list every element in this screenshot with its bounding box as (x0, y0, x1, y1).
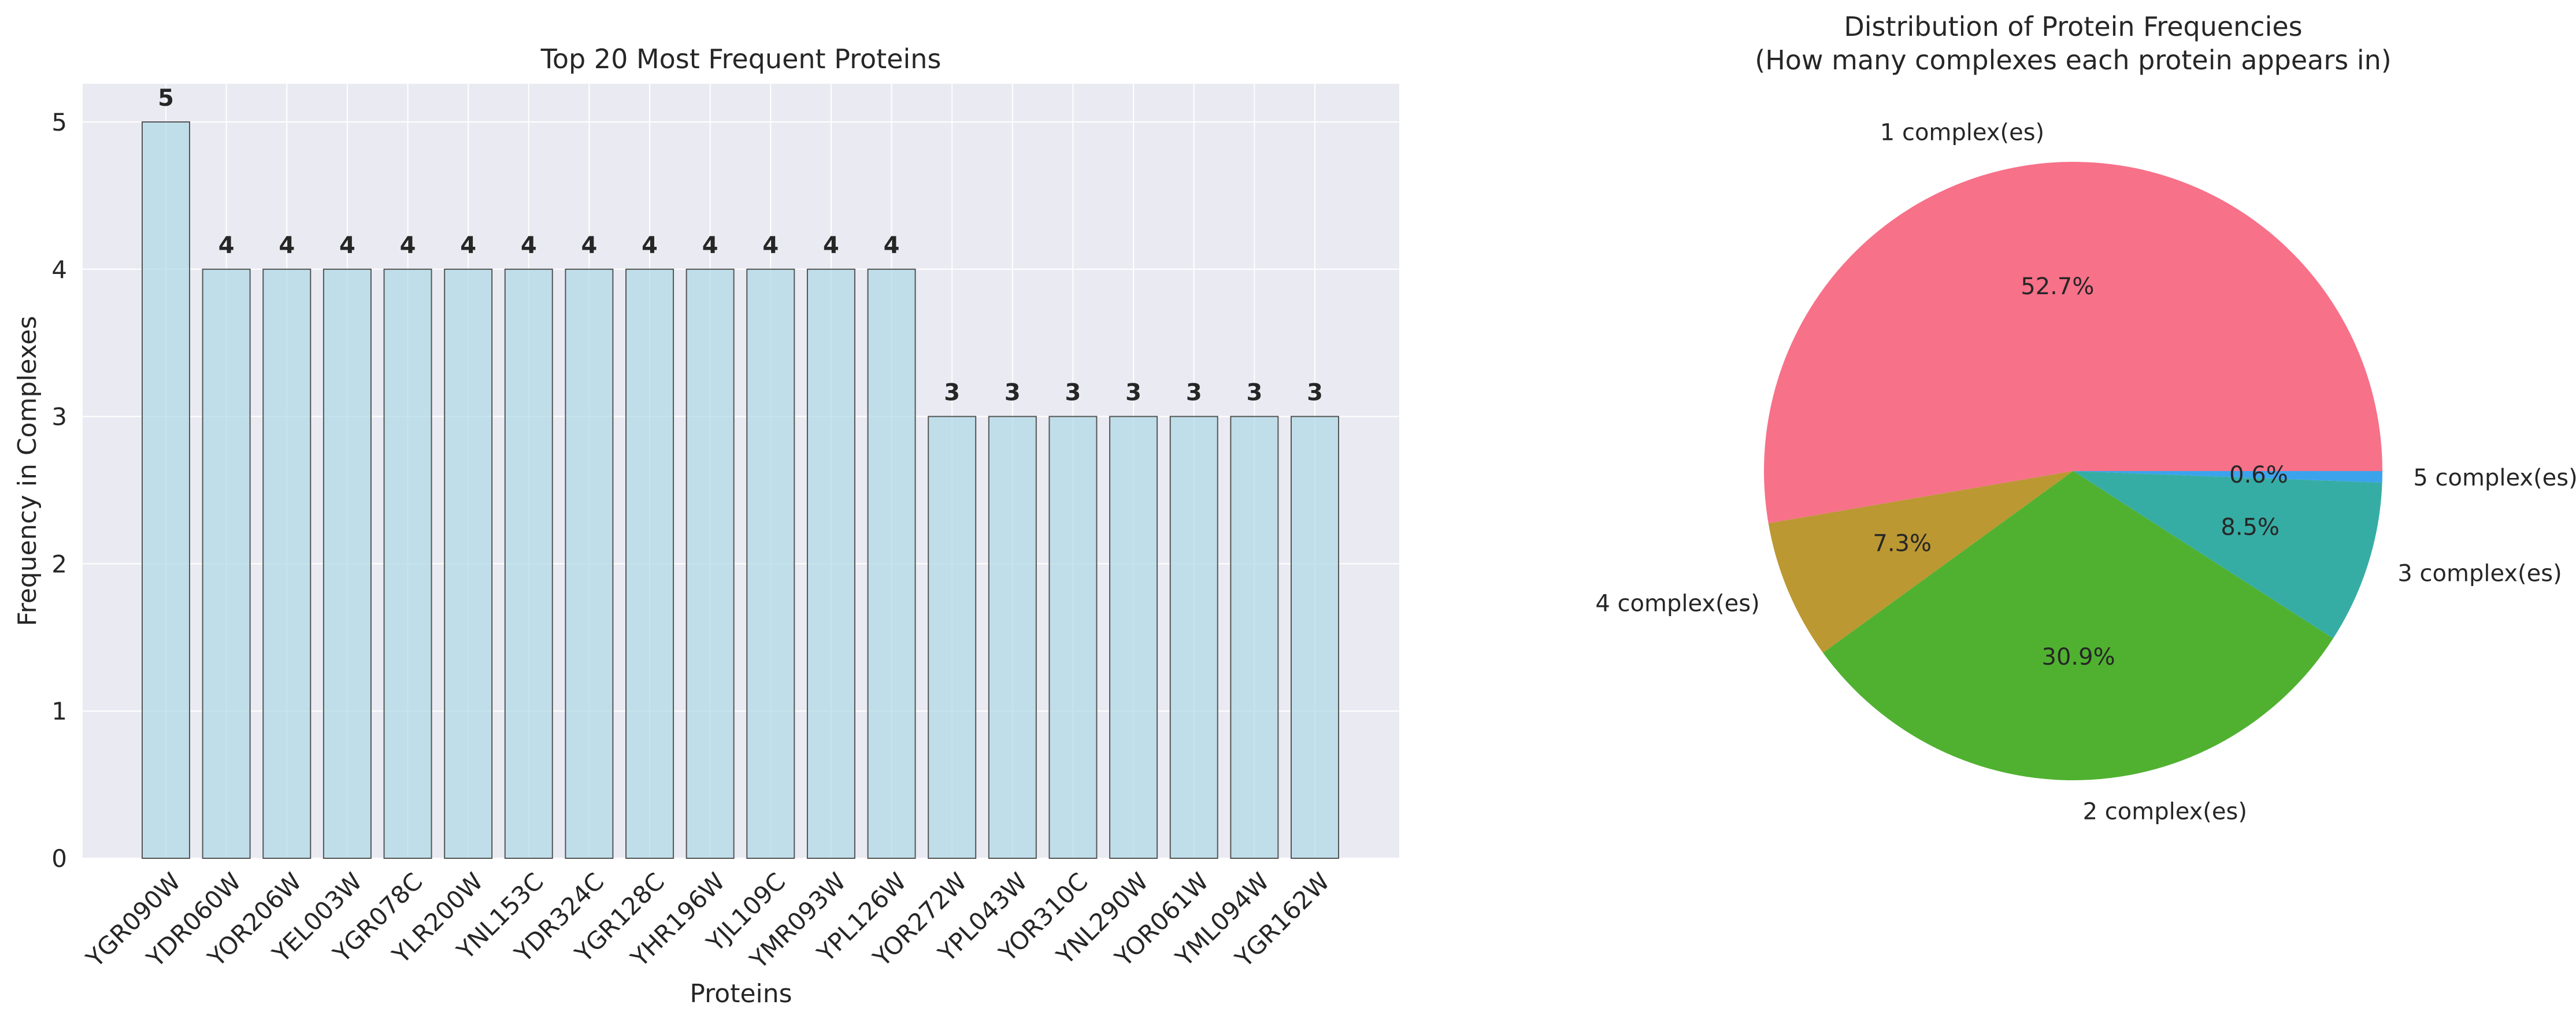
bar (746, 268, 795, 859)
y-tick-label: 2 (51, 550, 67, 578)
bar-value-label: 4 (339, 232, 355, 259)
bar-value-label: 4 (521, 232, 537, 259)
bar-value-label: 4 (279, 232, 295, 259)
bar (928, 416, 977, 859)
bar (988, 416, 1037, 859)
bar (867, 268, 916, 859)
pie-percent-label: 0.6% (2229, 462, 2288, 488)
bar (685, 268, 735, 859)
bar-value-label: 3 (1125, 380, 1141, 406)
bar-value-label: 3 (1307, 380, 1323, 406)
pie-percent-label: 30.9% (2042, 644, 2115, 670)
pie-labels: 52.7% 1 complex(es) 7.3% 4 complex(es) 30.9%… (1595, 120, 2576, 825)
pie-chart-subtitle: (How many complexes each protein appears… (1755, 45, 2391, 76)
bar (323, 268, 372, 859)
bar-x-ticks: YGR090WYDR060WYOR206WYEL003WYGR078CYLR20… (80, 867, 1335, 974)
bar (806, 268, 855, 859)
y-tick-label: 5 (51, 108, 67, 136)
bar-value-label: 3 (1246, 380, 1262, 406)
bar-value-label: 4 (642, 232, 658, 259)
bar (202, 268, 251, 859)
pie-slice (1768, 471, 2073, 653)
bar-value-label: 4 (460, 232, 476, 259)
bar-value-label: 4 (218, 232, 235, 259)
bar (1109, 416, 1158, 859)
bar (1048, 416, 1098, 859)
pie-slice (2073, 471, 2382, 639)
bar (1230, 416, 1279, 859)
bar (383, 268, 432, 859)
bar-value-label: 3 (1005, 380, 1021, 406)
pie-category-label: 4 complex(es) (1595, 591, 1759, 617)
y-tick-label: 3 (51, 403, 67, 431)
bar-value-label: 5 (158, 85, 174, 112)
y-tick-label: 4 (51, 255, 67, 284)
bar-value-label: 3 (1186, 380, 1202, 406)
bar (1169, 416, 1218, 859)
pie-chart-title: Distribution of Protein Frequencies (1844, 11, 2302, 42)
bar (444, 268, 493, 859)
bar (625, 268, 674, 859)
bar-value-label: 4 (581, 232, 597, 259)
bar-value-label: 4 (702, 232, 718, 259)
bar-value-label: 4 (823, 232, 839, 259)
bar (504, 268, 553, 859)
bar (262, 268, 312, 859)
bar-value-label: 3 (944, 380, 960, 406)
pie-slice (1764, 162, 2382, 524)
bar-marks: 5 4 4 4 4 4 4 4 4 4 4 4 4 3 3 3 3 3 3 3 (142, 85, 1339, 859)
bar-x-axis-label: Proteins (690, 979, 792, 1009)
bar (565, 268, 614, 859)
pie-chart: Distribution of Protein Frequencies (How… (1595, 11, 2576, 825)
bar-value-label: 4 (400, 232, 416, 259)
bar-value-label: 4 (884, 232, 900, 259)
pie-percent-label: 52.7% (2021, 273, 2094, 300)
pie-category-label: 3 complex(es) (2397, 561, 2562, 587)
pie-slice (2073, 471, 2382, 483)
pie-category-label: 5 complex(es) (2413, 465, 2576, 491)
bar-value-label: 3 (1065, 380, 1081, 406)
pie-slices (1764, 162, 2382, 780)
pie-percent-label: 7.3% (1873, 531, 1932, 557)
bar-value-label: 4 (762, 232, 779, 259)
bar-y-ticks: 0 1 2 3 4 5 (51, 108, 67, 873)
bar (1291, 416, 1339, 859)
bar-y-axis-label: Frequency in Complexes (13, 316, 42, 626)
y-tick-label: 0 (51, 844, 67, 873)
pie-percent-label: 8.5% (2221, 514, 2280, 540)
pie-category-label: 1 complex(es) (1880, 120, 2044, 146)
pie-slice (1823, 471, 2333, 780)
bar-chart-title: Top 20 Most Frequent Proteins (540, 43, 942, 75)
bar (142, 121, 190, 859)
bar-chart: Top 20 Most Frequent Proteins 0 1 2 3 4 5 5 4 4… (13, 43, 1399, 1009)
pie-category-label: 2 complex(es) (2083, 798, 2247, 825)
y-tick-label: 1 (51, 697, 67, 725)
